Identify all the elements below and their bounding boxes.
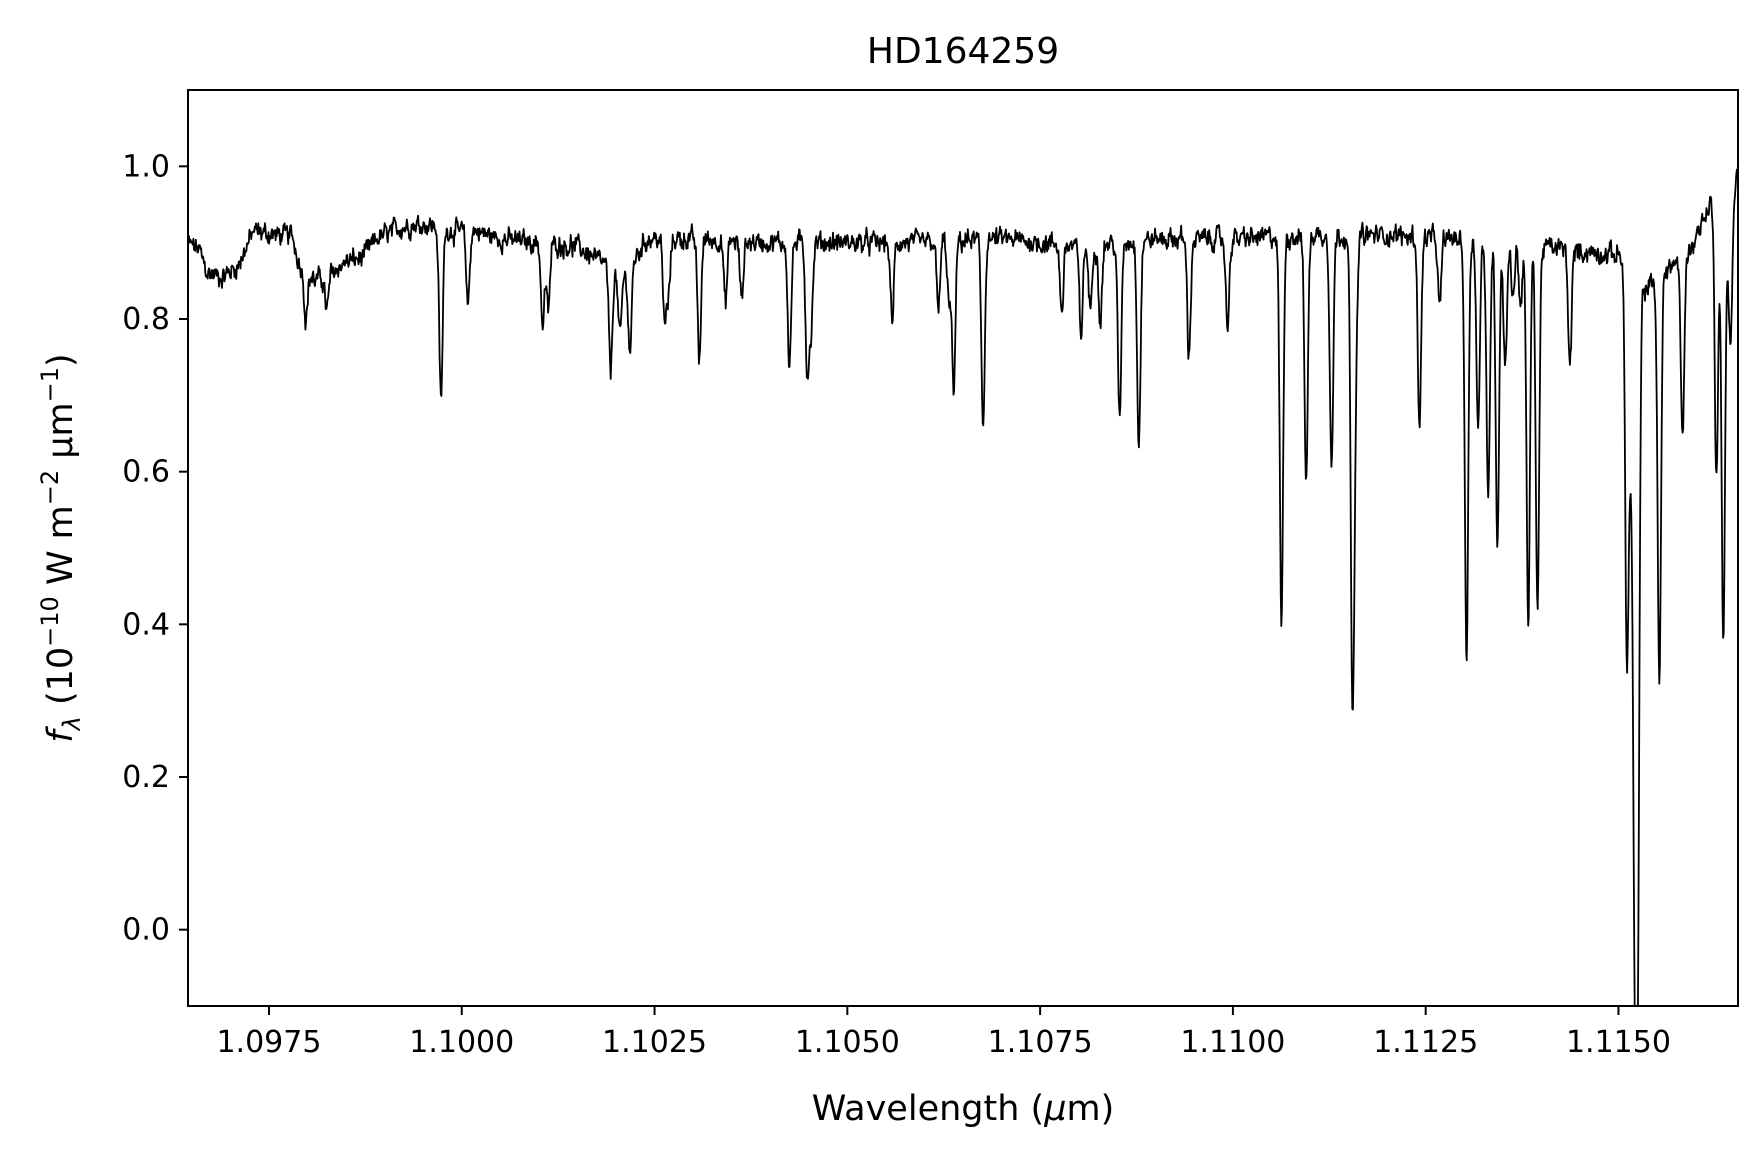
y-axis-label-sup: −2	[36, 470, 64, 505]
y-axis-label: fλ (10−10 W m−2 μm−1)	[36, 353, 86, 742]
x-axis-label-part: m)	[1066, 1089, 1114, 1129]
chart-title: HD164259	[867, 31, 1059, 72]
y-axis-label-part: (10	[41, 647, 81, 716]
y-axis-label-part: )	[41, 353, 81, 367]
y-tick-label: 1.0	[122, 149, 170, 184]
y-axis-label-part: W m	[41, 505, 81, 596]
x-tick-label: 1.1100	[1180, 1025, 1285, 1060]
y-axis: 0.0 0.2 0.4 0.6 0.8 1.0	[122, 149, 188, 948]
x-tick-label: 1.1150	[1566, 1025, 1671, 1060]
plot-area	[188, 163, 1738, 1006]
y-tick-label: 0.0	[122, 913, 170, 948]
x-axis-label-mu: μ	[1043, 1089, 1066, 1129]
y-tick-label: 0.2	[122, 760, 170, 795]
x-axis: 1.0975 1.1000 1.1025 1.1050 1.1075 1.1100 1.11…	[216, 1006, 1671, 1060]
y-tick-label: 0.6	[122, 455, 170, 490]
x-axis-label-part: Wavelength (	[812, 1089, 1044, 1129]
x-axis-label: Wavelength (μm)	[812, 1089, 1114, 1129]
x-tick-label: 1.1025	[602, 1025, 707, 1060]
x-tick-label: 1.1000	[409, 1025, 514, 1060]
x-tick-label: 1.1050	[795, 1025, 900, 1060]
plot-frame	[187, 89, 1739, 1007]
y-axis-label-sup: −10	[36, 596, 64, 647]
spectrum-series-line	[188, 163, 1738, 1006]
y-tick-label: 0.4	[122, 607, 170, 642]
y-axis-label-lambda: λ	[58, 716, 86, 732]
y-axis-label-part: μm	[41, 402, 81, 470]
x-tick-label: 1.1125	[1373, 1025, 1478, 1060]
y-axis-label-sup: −1	[36, 367, 64, 402]
y-tick-label: 0.8	[122, 302, 170, 337]
x-tick-label: 1.0975	[216, 1025, 321, 1060]
x-tick-label: 1.1075	[988, 1025, 1093, 1060]
